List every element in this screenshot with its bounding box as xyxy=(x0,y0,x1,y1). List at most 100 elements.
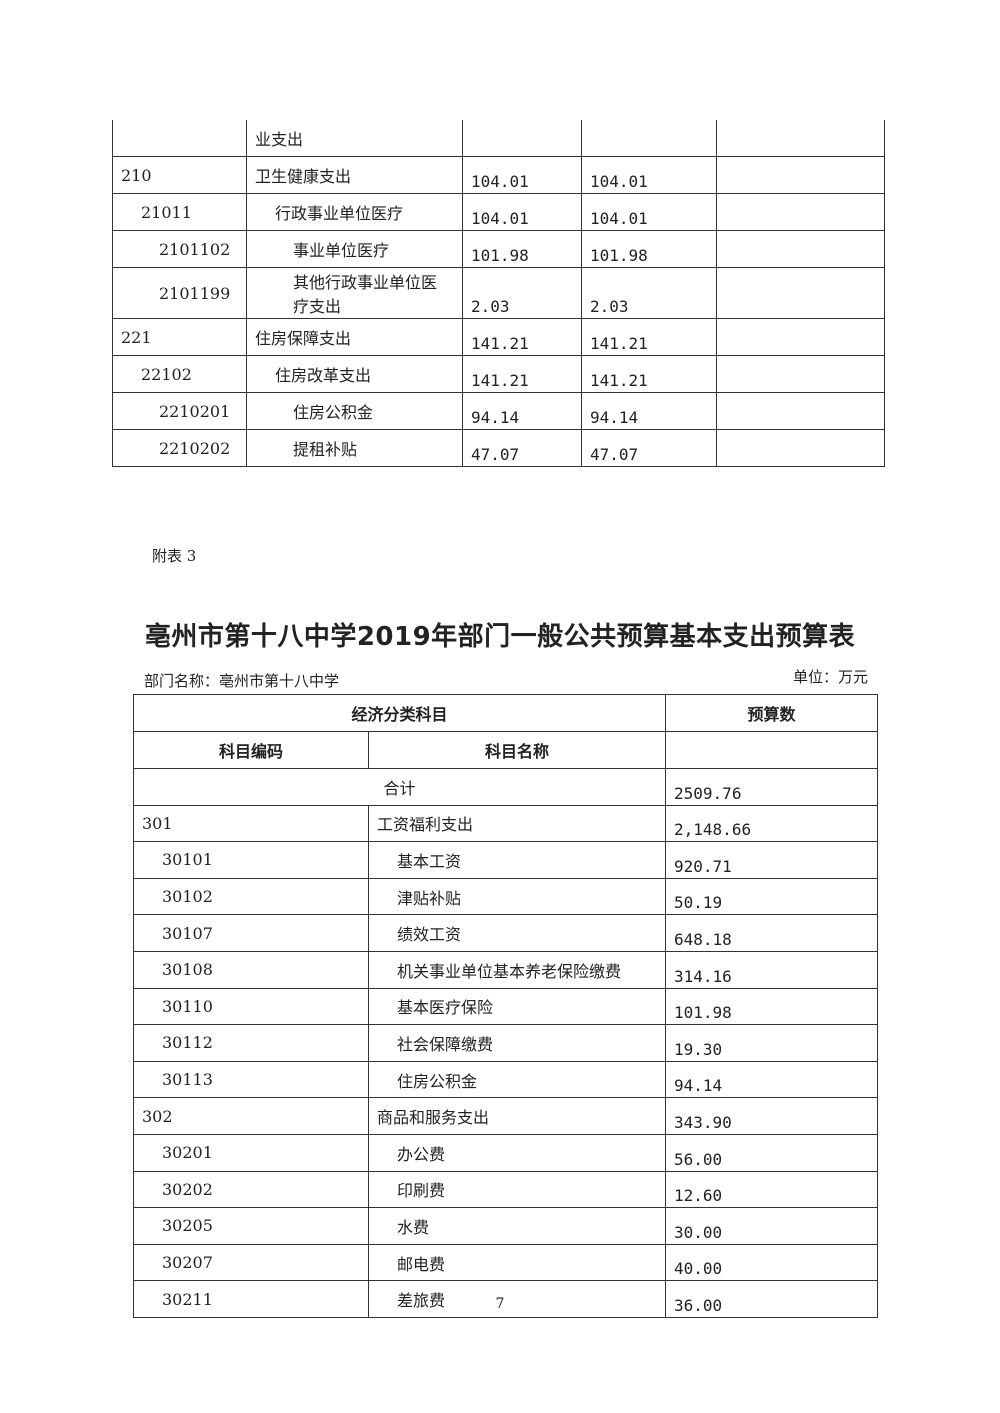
subject-code: 30113 xyxy=(133,1060,369,1099)
continued-budget-table: 业支出 210 卫生健康支出 104.01 104.01 21011 行政事业单位医疗 104… xyxy=(112,120,885,467)
budget-amount: 30.00 xyxy=(665,1207,879,1245)
table-row: 30207 邮电费 40.00 xyxy=(133,1243,879,1282)
table-row: 2210202 提租补贴 47.07 47.07 xyxy=(112,429,885,467)
budget-amount: 343.90 xyxy=(665,1097,879,1135)
subject-name: 住房改革支出 xyxy=(246,355,463,393)
amount-total: 141.21 xyxy=(462,318,582,356)
subject-name: 水费 xyxy=(367,1207,667,1245)
subject-code: 21011 xyxy=(112,193,247,231)
subject-name: 业支出 xyxy=(246,120,463,157)
amount-project xyxy=(716,193,885,231)
amount-basic: 94.14 xyxy=(581,392,717,430)
subject-name: 工资福利支出 xyxy=(367,804,667,843)
amount-basic: 101.98 xyxy=(581,230,717,268)
table-row: 22102 住房改革支出 141.21 141.21 xyxy=(112,355,885,393)
amount-project xyxy=(716,120,885,157)
subject-name: 社会保障缴费 xyxy=(367,1024,667,1062)
budget-amount: 36.00 xyxy=(665,1280,879,1318)
appendix-label: 附表 3 xyxy=(152,547,197,565)
amount-project xyxy=(716,156,885,194)
subject-name: 基本医疗保险 xyxy=(367,987,667,1026)
subject-name: 住房公积金 xyxy=(246,392,463,430)
table-row: 30113 住房公积金 94.14 xyxy=(133,1060,879,1099)
unit-label: 单位：万元 xyxy=(792,668,868,686)
subject-code: 22102 xyxy=(112,355,247,393)
table-row: 210 卫生健康支出 104.01 104.01 xyxy=(112,156,885,194)
budget-amount: 40.00 xyxy=(665,1243,879,1282)
subject-code: 30110 xyxy=(133,987,369,1026)
subject-code: 301 xyxy=(133,804,369,843)
subject-code: 221 xyxy=(112,318,247,356)
subject-code: 30202 xyxy=(133,1170,369,1209)
subject-code: 2101102 xyxy=(112,230,247,268)
subject-code: 30102 xyxy=(133,877,369,916)
amount-project xyxy=(716,429,885,467)
subject-name: 机关事业单位基本养老保险缴费 xyxy=(367,950,667,989)
subject-code: 2210202 xyxy=(112,429,247,467)
subject-name: 绩效工资 xyxy=(367,914,667,952)
amount-basic: 104.01 xyxy=(581,193,717,231)
subject-name: 提租补贴 xyxy=(246,429,463,467)
table-row: 2101199 其他行政事业单位医疗支出 2.03 2.03 xyxy=(112,267,885,319)
amount-project xyxy=(716,230,885,268)
amount-total xyxy=(462,120,582,157)
amount-basic: 141.21 xyxy=(581,318,717,356)
amount-basic: 2.03 xyxy=(581,267,717,319)
budget-amount: 314.16 xyxy=(665,950,879,989)
budget-amount: 101.98 xyxy=(665,987,879,1026)
total-value: 2509.76 xyxy=(665,768,879,806)
subject-code: 2101199 xyxy=(112,267,247,319)
budget-amount: 50.19 xyxy=(665,877,879,916)
table-row: 2101102 事业单位医疗 101.98 101.98 xyxy=(112,230,885,268)
amount-total: 94.14 xyxy=(462,392,582,430)
header-subject-code: 科目编码 xyxy=(133,731,369,769)
table-row: 30202 印刷费 12.60 xyxy=(133,1170,879,1209)
subject-name: 邮电费 xyxy=(367,1243,667,1282)
subject-name: 住房公积金 xyxy=(367,1060,667,1099)
table-row: 30112 社会保障缴费 19.30 xyxy=(133,1024,879,1062)
total-row: 合计 2509.76 xyxy=(132,768,879,806)
header-row: 经济分类科目 预算数 xyxy=(132,694,879,732)
header-empty xyxy=(665,731,879,769)
subject-code: 30211 xyxy=(133,1280,369,1318)
amount-total: 104.01 xyxy=(462,156,582,194)
table-row: 30108 机关事业单位基本养老保险缴费 314.16 xyxy=(133,950,879,989)
budget-amount: 12.60 xyxy=(665,1170,879,1209)
header-budget-amount: 预算数 xyxy=(665,694,879,732)
subject-code: 30205 xyxy=(133,1207,369,1245)
subject-code xyxy=(112,120,247,157)
amount-total: 47.07 xyxy=(462,429,582,467)
header-subject-name: 科目名称 xyxy=(367,731,667,769)
amount-basic xyxy=(581,120,717,157)
subject-code: 30112 xyxy=(133,1024,369,1062)
subject-code: 2210201 xyxy=(112,392,247,430)
amount-basic: 104.01 xyxy=(581,156,717,194)
header-economic-classification: 经济分类科目 xyxy=(132,694,667,732)
total-label: 合计 xyxy=(132,768,667,806)
subject-code: 302 xyxy=(133,1097,369,1135)
subject-code: 30108 xyxy=(133,950,369,989)
amount-total: 2.03 xyxy=(462,267,582,319)
subject-code: 210 xyxy=(112,156,247,194)
amount-project xyxy=(716,355,885,393)
page-title: 亳州市第十八中学2019年部门一般公共预算基本支出预算表 xyxy=(144,622,856,652)
table-row: 30110 基本医疗保险 101.98 xyxy=(133,987,879,1026)
subheader-row: 科目编码 科目名称 xyxy=(133,731,879,769)
budget-amount: 94.14 xyxy=(665,1060,879,1099)
table-row: 30101 基本工资 920.71 xyxy=(133,841,879,879)
subject-name: 办公费 xyxy=(367,1133,667,1172)
amount-basic: 141.21 xyxy=(581,355,717,393)
subject-name: 印刷费 xyxy=(367,1170,667,1209)
table-row: 302 商品和服务支出 343.90 xyxy=(133,1097,879,1135)
subject-code: 30101 xyxy=(133,841,369,879)
amount-total: 141.21 xyxy=(462,355,582,393)
amount-project xyxy=(716,267,885,319)
subject-name: 住房保障支出 xyxy=(246,318,463,356)
table-row: 21011 行政事业单位医疗 104.01 104.01 xyxy=(112,193,885,231)
table-row: 30102 津贴补贴 50.19 xyxy=(133,877,879,916)
table-row: 30107 绩效工资 648.18 xyxy=(133,914,879,952)
table-row: 2210201 住房公积金 94.14 94.14 xyxy=(112,392,885,430)
table-row: 30205 水费 30.00 xyxy=(133,1207,879,1245)
budget-amount: 2,148.66 xyxy=(665,804,879,843)
amount-project xyxy=(716,318,885,356)
